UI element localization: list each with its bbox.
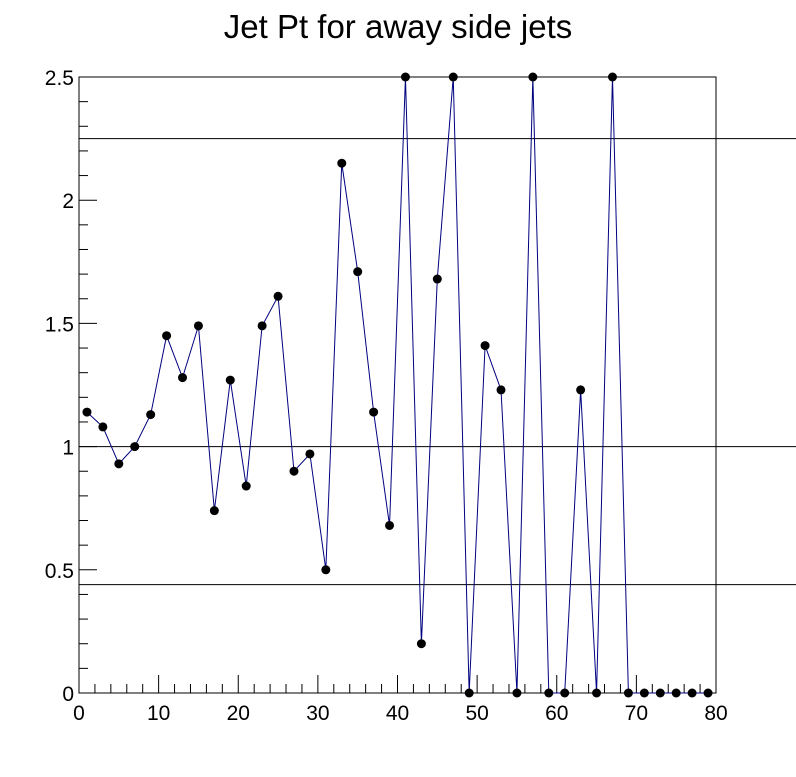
x-tick-label: 60	[545, 702, 568, 725]
data-point	[241, 481, 251, 491]
reference-lines	[79, 138, 796, 586]
x-tick-label: 10	[147, 702, 170, 725]
data-point	[305, 449, 315, 459]
x-tick-label: 50	[465, 702, 488, 725]
data-point	[528, 72, 538, 82]
data-point	[225, 375, 235, 385]
y-tick-label: 2.5	[45, 67, 74, 90]
data-point	[703, 688, 713, 698]
y-tick-label: 2	[62, 190, 74, 213]
data-point	[82, 407, 92, 417]
data-point	[512, 688, 522, 698]
data-point	[464, 688, 474, 698]
data-point	[353, 267, 363, 277]
data-point	[544, 688, 554, 698]
x-tick-label: 80	[704, 702, 727, 725]
data-point	[369, 407, 379, 417]
data-point	[114, 459, 124, 469]
x-tick-label: 0	[73, 702, 85, 725]
chart-title: Jet Pt for away side jets	[224, 8, 572, 45]
y-tick-label: 1	[62, 437, 74, 460]
data-point	[178, 373, 188, 383]
x-axis: 0 10 20 30 40 50 60 70 80	[73, 675, 728, 725]
x-tick-label: 70	[625, 702, 648, 725]
data-point	[321, 565, 331, 575]
data-point	[162, 331, 172, 341]
data-point	[193, 321, 203, 331]
x-tick-label: 20	[227, 702, 250, 725]
data-point	[448, 72, 458, 82]
data-point	[560, 688, 570, 698]
data-point	[607, 72, 617, 82]
data-point	[209, 506, 219, 516]
data-point	[146, 410, 156, 420]
data-point	[592, 688, 602, 698]
data-point	[385, 520, 395, 530]
y-tick-label: 1.5	[45, 313, 74, 336]
data-point	[337, 158, 347, 168]
y-axis: 0 0.5 1 1.5 2 2.5	[45, 67, 97, 706]
data-point	[671, 688, 681, 698]
series-line	[86, 76, 709, 694]
data-point	[623, 688, 633, 698]
data-point	[639, 688, 649, 698]
data-point	[257, 321, 267, 331]
data-point	[400, 72, 410, 82]
x-tick-label: 40	[386, 702, 409, 725]
data-point	[576, 385, 586, 395]
data-point	[432, 274, 442, 284]
data-point	[130, 442, 140, 452]
data-point	[416, 639, 426, 649]
y-tick-label: 0.5	[45, 560, 74, 583]
data-point	[687, 688, 697, 698]
data-series	[82, 72, 713, 698]
data-point	[273, 291, 283, 301]
data-point	[655, 688, 665, 698]
data-point	[289, 466, 299, 476]
data-point	[480, 341, 490, 351]
data-point	[98, 422, 108, 432]
y-tick-label: 0	[62, 683, 74, 706]
x-tick-label: 30	[306, 702, 329, 725]
data-point	[496, 385, 506, 395]
